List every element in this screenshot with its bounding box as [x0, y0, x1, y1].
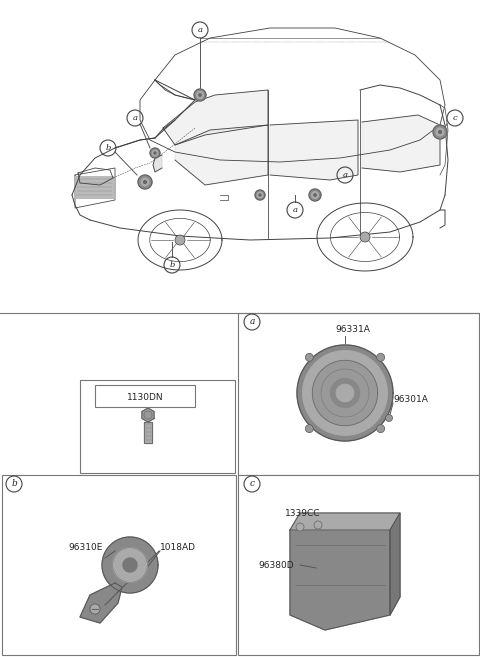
Circle shape — [377, 353, 384, 361]
Bar — [76, 176, 114, 199]
Polygon shape — [439, 131, 442, 133]
Circle shape — [90, 604, 100, 614]
Polygon shape — [331, 378, 360, 407]
Text: 96310E: 96310E — [68, 543, 102, 553]
Circle shape — [175, 235, 185, 245]
Bar — [95, 385, 195, 407]
Text: b: b — [105, 144, 111, 152]
Circle shape — [314, 521, 322, 529]
Circle shape — [360, 232, 370, 242]
Circle shape — [377, 424, 384, 433]
Polygon shape — [303, 351, 387, 435]
Bar — [238, 313, 479, 475]
Text: 1018AD: 1018AD — [160, 543, 196, 553]
Polygon shape — [144, 422, 152, 443]
Polygon shape — [153, 155, 162, 172]
Text: b: b — [169, 261, 175, 269]
Text: b: b — [11, 480, 17, 489]
Circle shape — [90, 604, 100, 614]
Polygon shape — [197, 92, 204, 99]
Text: 96380D: 96380D — [258, 560, 294, 570]
Text: c: c — [453, 114, 457, 122]
Text: 96301A: 96301A — [393, 396, 428, 405]
Bar — [2, 475, 236, 655]
Text: 1130DN: 1130DN — [127, 394, 163, 403]
Polygon shape — [141, 178, 149, 186]
Polygon shape — [194, 89, 206, 101]
Polygon shape — [297, 345, 393, 441]
Polygon shape — [123, 558, 137, 572]
Polygon shape — [309, 189, 321, 201]
Text: 1339CC: 1339CC — [285, 509, 321, 518]
Bar — [80, 380, 235, 473]
Polygon shape — [163, 90, 268, 145]
Polygon shape — [312, 360, 378, 426]
Bar — [238, 475, 479, 655]
Polygon shape — [80, 583, 122, 623]
Text: a: a — [292, 206, 298, 214]
Text: a: a — [197, 26, 203, 34]
Circle shape — [385, 415, 393, 422]
Polygon shape — [257, 193, 263, 198]
Polygon shape — [142, 408, 154, 422]
Polygon shape — [152, 150, 158, 156]
Polygon shape — [390, 513, 400, 615]
Polygon shape — [336, 384, 354, 401]
Polygon shape — [290, 513, 400, 530]
Circle shape — [296, 523, 304, 531]
Polygon shape — [259, 194, 261, 196]
Text: c: c — [250, 480, 254, 489]
Polygon shape — [102, 537, 158, 593]
Polygon shape — [150, 148, 160, 158]
Circle shape — [305, 353, 313, 361]
Polygon shape — [290, 530, 390, 630]
Polygon shape — [175, 125, 268, 185]
Polygon shape — [154, 152, 156, 154]
Polygon shape — [199, 94, 201, 96]
Polygon shape — [312, 192, 318, 198]
Polygon shape — [270, 120, 358, 180]
Polygon shape — [255, 190, 265, 200]
Polygon shape — [433, 125, 447, 139]
Polygon shape — [314, 194, 316, 196]
Text: a: a — [249, 317, 255, 327]
Polygon shape — [138, 175, 152, 189]
Text: a: a — [132, 114, 137, 122]
Polygon shape — [362, 115, 440, 172]
Polygon shape — [436, 128, 444, 136]
Polygon shape — [144, 181, 146, 183]
Circle shape — [305, 424, 313, 433]
Polygon shape — [113, 548, 147, 582]
Text: 96331A: 96331A — [335, 325, 370, 334]
Text: a: a — [343, 171, 348, 179]
